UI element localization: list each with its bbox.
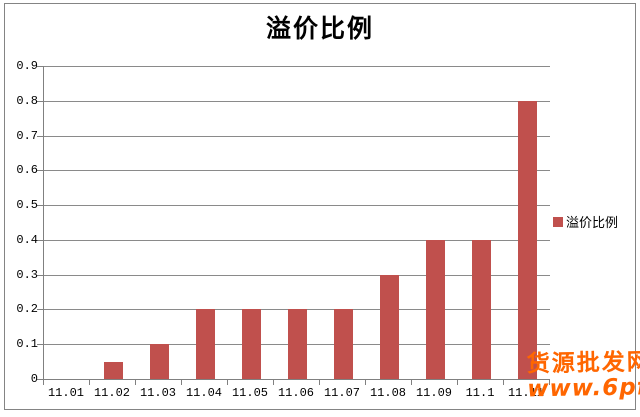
x-tick-label: 11.02 (93, 386, 130, 400)
gridline (44, 101, 550, 102)
y-axis-tick (37, 205, 43, 206)
bar-11.02 (104, 362, 123, 379)
bar-11.06 (288, 309, 307, 379)
x-tick-label: 11.08 (369, 386, 406, 400)
gridline (44, 240, 550, 241)
x-tick-label: 11.06 (277, 386, 314, 400)
x-axis-tick (503, 380, 504, 385)
y-tick-label: 0.1 (16, 337, 38, 351)
y-tick-label: 0.4 (16, 233, 38, 247)
x-axis-tick (549, 380, 550, 385)
x-tick-label: 11.1 (465, 386, 495, 400)
y-tick-label: 0 (30, 372, 38, 386)
x-axis-tick (181, 380, 182, 385)
y-axis-tick (37, 344, 43, 345)
gridline (44, 275, 550, 276)
legend: 溢价比例 (553, 212, 618, 231)
x-axis-tick (319, 380, 320, 385)
bar-11.03 (150, 344, 169, 379)
x-tick-label: 11.05 (231, 386, 268, 400)
y-axis-tick (37, 136, 43, 137)
bar-11.07 (334, 309, 353, 379)
y-tick-label: 0.3 (16, 268, 38, 282)
y-axis-tick (37, 170, 43, 171)
x-tick-label: 11.01 (47, 386, 84, 400)
bar-11.1 (472, 240, 491, 379)
bar-11.08 (380, 275, 399, 379)
bar-11.09 (426, 240, 445, 379)
gridline (44, 66, 550, 67)
x-axis-tick (411, 380, 412, 385)
y-axis-tick (37, 240, 43, 241)
y-axis-tick (37, 275, 43, 276)
gridline (44, 205, 550, 206)
x-tick-label: 11.11 (507, 386, 544, 400)
bar-11.04 (196, 309, 215, 379)
x-axis-tick (135, 380, 136, 385)
x-tick-label: 11.09 (415, 386, 452, 400)
legend-label: 溢价比例 (566, 215, 619, 230)
x-axis-tick (273, 380, 274, 385)
x-tick-label: 11.03 (139, 386, 176, 400)
gridline (44, 170, 550, 171)
y-axis-tick (37, 379, 43, 380)
bar-11.11 (518, 101, 537, 379)
plot-area (43, 66, 550, 380)
y-axis-tick (37, 101, 43, 102)
x-axis-tick (89, 380, 90, 385)
bar-11.05 (242, 309, 261, 379)
legend-swatch (553, 216, 563, 227)
x-axis-tick (43, 380, 44, 385)
x-axis-tick (457, 380, 458, 385)
y-axis-tick (37, 66, 43, 67)
y-tick-label: 0.5 (16, 198, 38, 212)
x-axis-tick (227, 380, 228, 385)
y-tick-label: 0.7 (16, 129, 38, 143)
y-tick-label: 0.2 (16, 302, 38, 316)
x-tick-label: 11.04 (185, 386, 222, 400)
y-axis-tick (37, 309, 43, 310)
y-tick-label: 0.8 (16, 94, 38, 108)
gridline (44, 136, 550, 137)
y-tick-label: 0.9 (16, 59, 38, 73)
x-tick-label: 11.07 (323, 386, 360, 400)
chart-title: 溢价比例 (265, 16, 374, 43)
y-tick-label: 0.6 (16, 163, 38, 177)
x-axis-tick (365, 380, 366, 385)
